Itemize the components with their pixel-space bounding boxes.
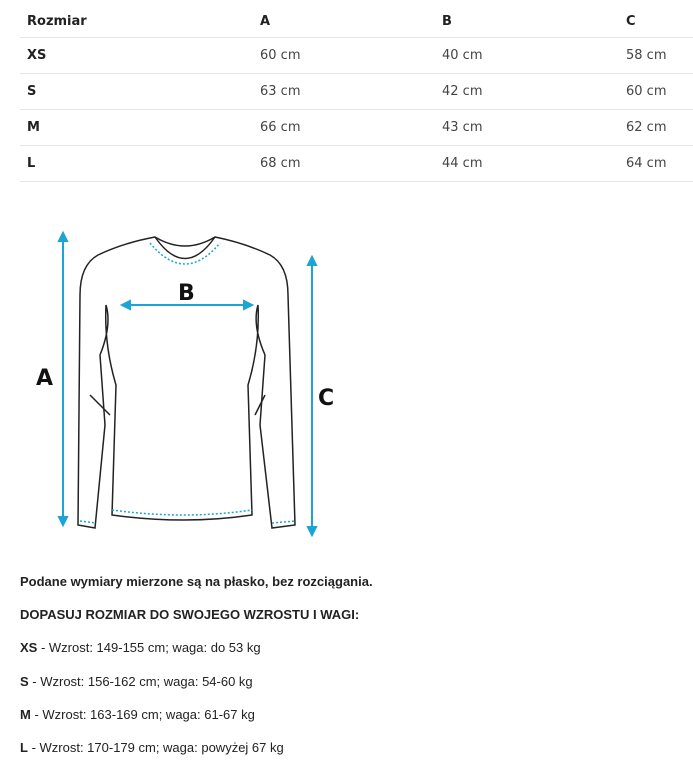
cell-b: 43 cm	[442, 109, 626, 146]
size-desc: - Wzrost: 156-162 cm; waga: 54-60 kg	[28, 674, 253, 689]
cell-size: XS	[20, 37, 260, 74]
note-flat: Podane wymiary mierzone są na płasko, be…	[20, 574, 373, 589]
cell-b: 44 cm	[442, 145, 626, 182]
cell-a: 68 cm	[260, 145, 442, 182]
longsleeve-outline	[77, 236, 296, 529]
cell-c: 58 cm	[626, 37, 693, 74]
table-header: Rozmiar A B C	[20, 6, 693, 38]
note-fit-heading: DOPASUJ ROZMIAR DO SWOJEGO WZROSTU I WAG…	[20, 607, 360, 622]
size-label: M	[20, 707, 31, 722]
size-desc: - Wzrost: 149-155 cm; waga: do 53 kg	[37, 640, 261, 655]
table-row: XS 60 cm 40 cm 58 cm	[20, 37, 693, 74]
table-row: L 68 cm 44 cm 64 cm	[20, 145, 693, 182]
header-c: C	[626, 6, 693, 38]
size-guide-m: M - Wzrost: 163-169 cm; waga: 61-67 kg	[20, 707, 255, 722]
label-b: B	[178, 281, 195, 306]
shirt-diagram: A B C	[36, 230, 334, 538]
cell-c: 62 cm	[626, 109, 693, 146]
size-label: S	[20, 674, 29, 689]
cell-a: 63 cm	[260, 73, 442, 110]
cell-b: 40 cm	[442, 37, 626, 74]
size-label: L	[20, 740, 28, 755]
cell-b: 42 cm	[442, 73, 626, 110]
size-guide-l: L - Wzrost: 170-179 cm; waga: powyżej 67…	[20, 740, 284, 755]
label-c: C	[318, 386, 334, 411]
cell-c: 64 cm	[626, 145, 693, 182]
size-desc: - Wzrost: 170-179 cm; waga: powyżej 67 k…	[27, 740, 284, 755]
size-label: XS	[20, 640, 38, 655]
table-row: S 63 cm 42 cm 60 cm	[20, 73, 693, 110]
table-row: M 66 cm 43 cm 62 cm	[20, 109, 693, 146]
header-a: A	[260, 6, 442, 38]
header-size: Rozmiar	[20, 6, 260, 38]
cell-c: 60 cm	[626, 73, 693, 110]
label-a: A	[36, 366, 53, 391]
cell-size: L	[20, 145, 260, 182]
size-table: Rozmiar A B C XS 60 cm 40 cm 58 cm S 63 …	[20, 6, 693, 182]
cell-a: 60 cm	[260, 37, 442, 74]
measurement-arrows	[57, 230, 318, 538]
cell-size: S	[20, 73, 260, 110]
size-guide-xs: XS - Wzrost: 149-155 cm; waga: do 53 kg	[20, 640, 261, 655]
header-b: B	[442, 6, 626, 38]
size-desc: - Wzrost: 163-169 cm; waga: 61-67 kg	[30, 707, 255, 722]
size-guide-s: S - Wzrost: 156-162 cm; waga: 54-60 kg	[20, 674, 253, 689]
cell-size: M	[20, 109, 260, 146]
cell-a: 66 cm	[260, 109, 442, 146]
